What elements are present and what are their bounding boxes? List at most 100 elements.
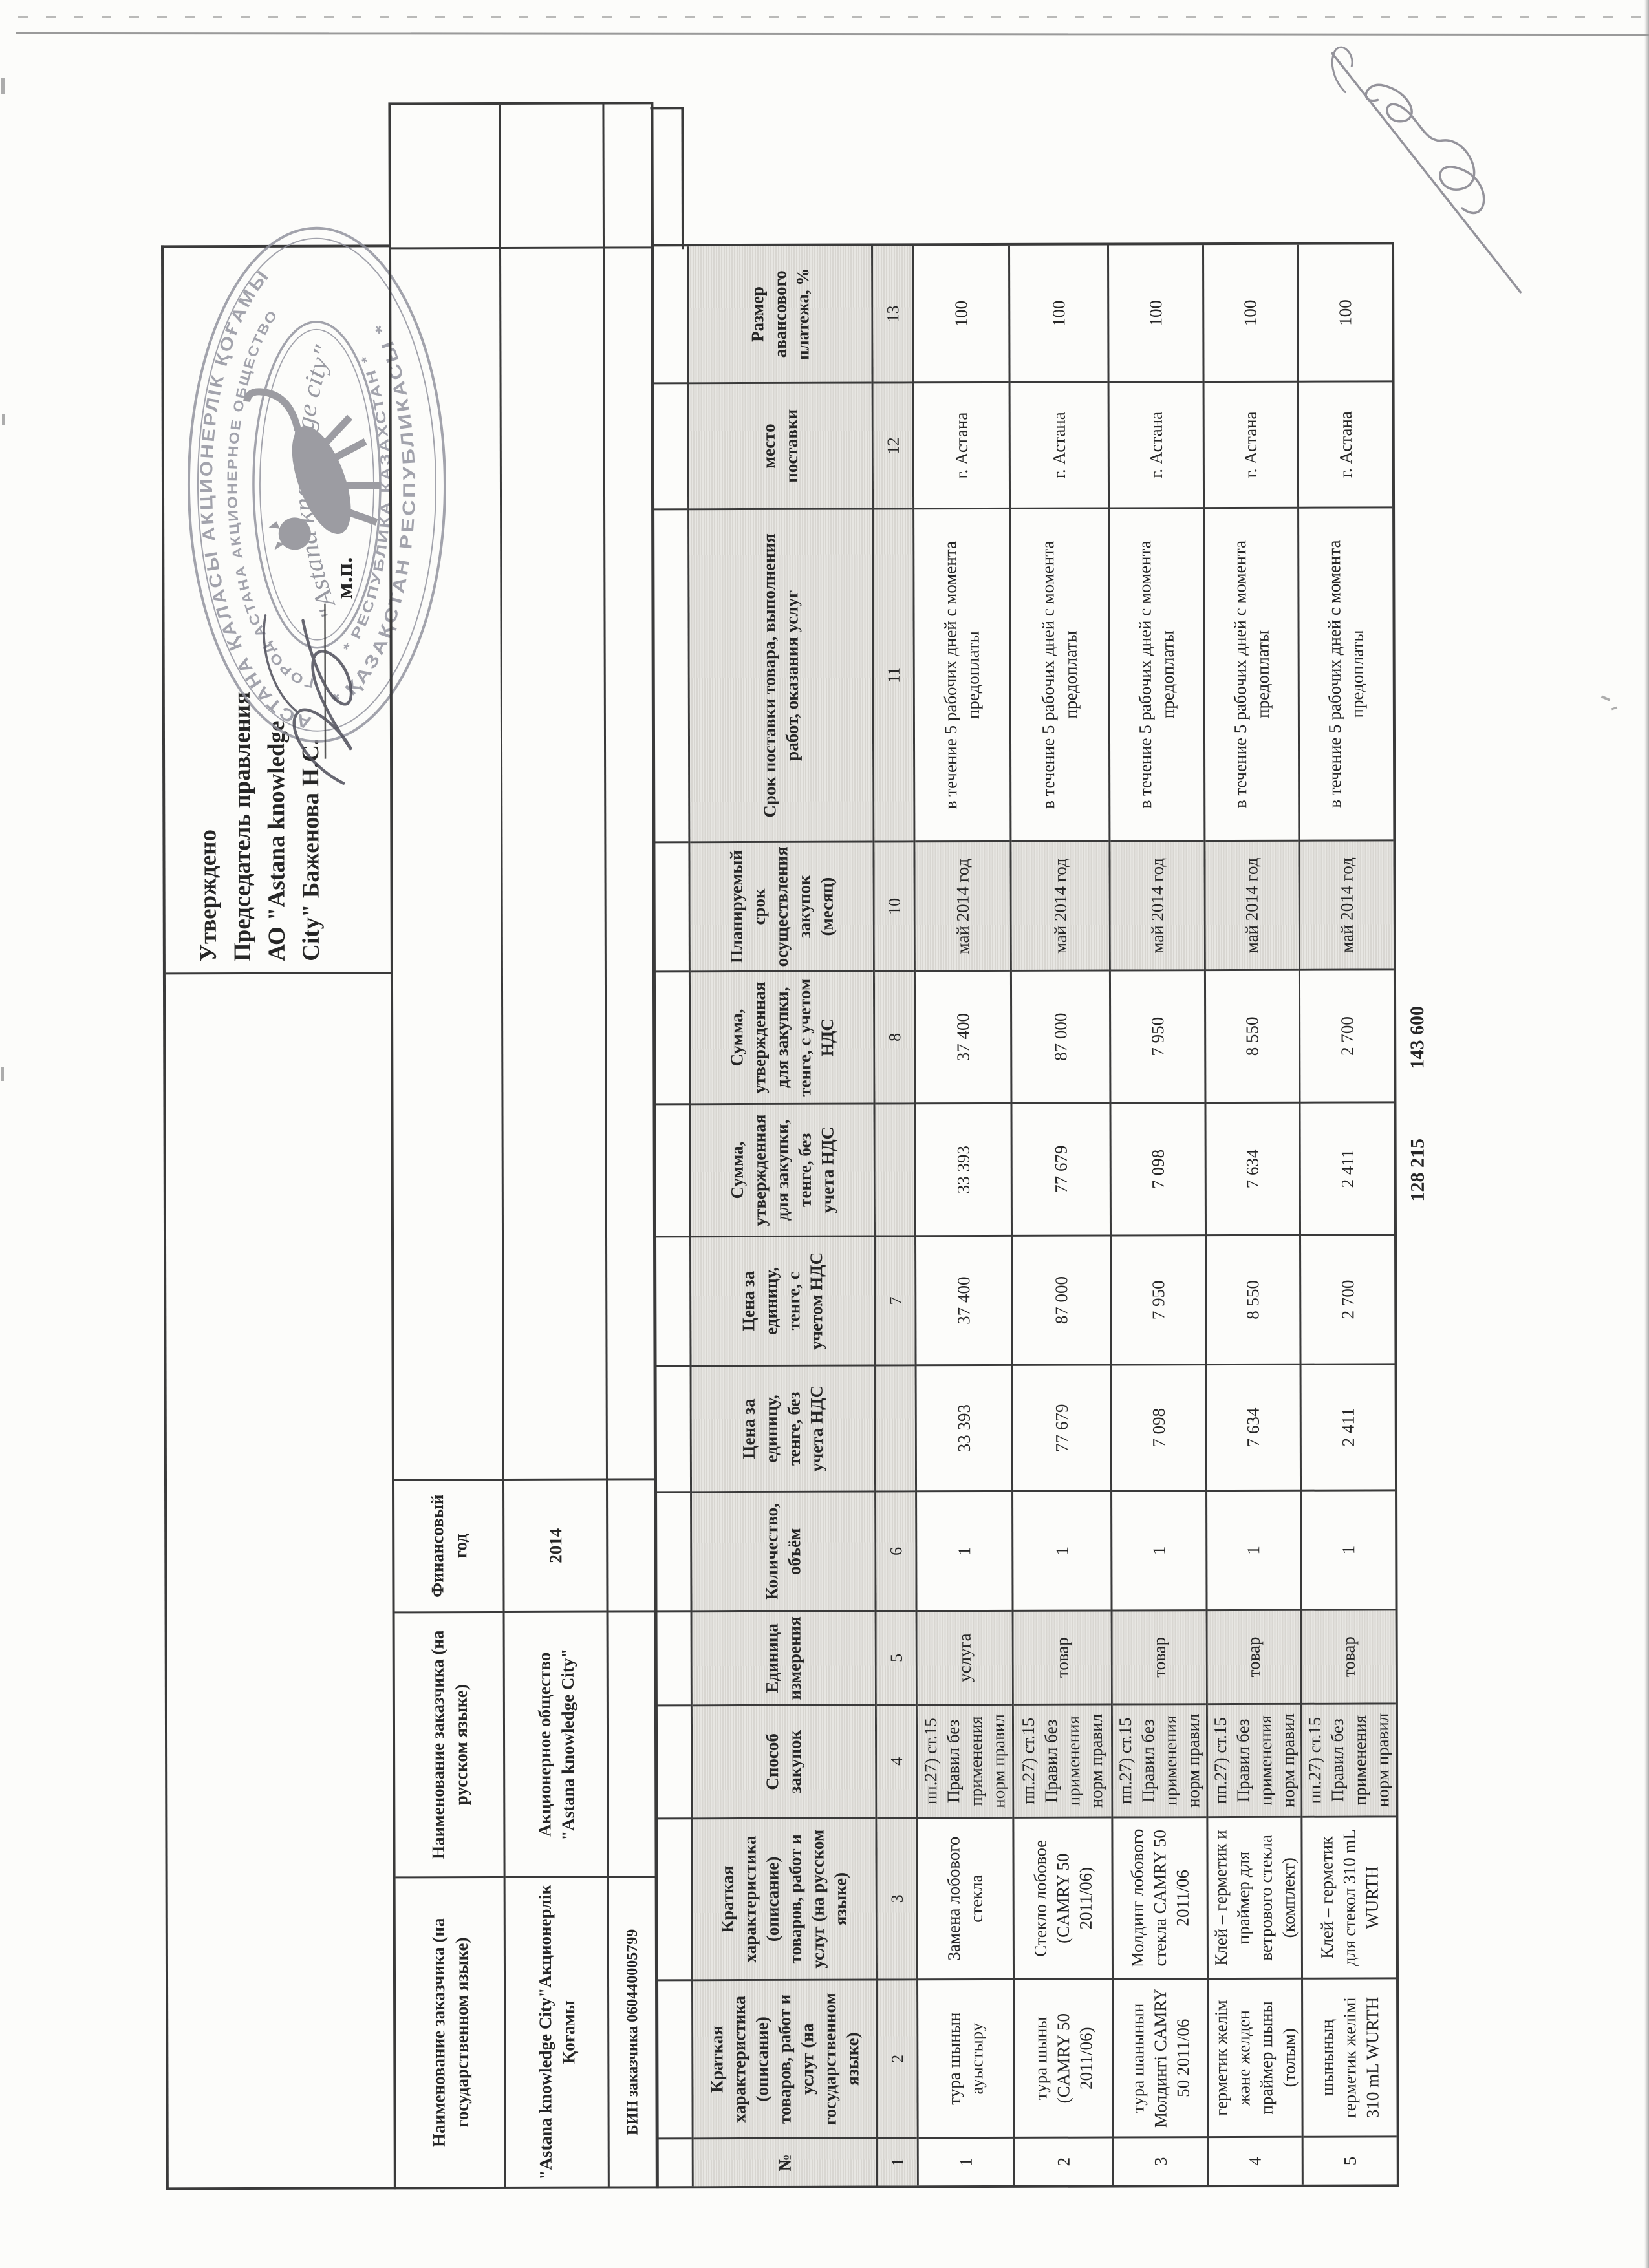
cell-term: май 2014 год	[1011, 840, 1109, 970]
cell-advance: 100	[1145, 300, 1165, 326]
cell-divider	[165, 972, 393, 975]
cell-desc-kazakh: герметик желім және желден праймер шыны …	[1209, 1977, 1302, 2137]
info-row-labels: Наименование заказчика (на государственн…	[391, 104, 506, 2187]
column-number-row: 1 2 3 4 5 6 7 8 10 11 12 13	[873, 246, 919, 2186]
cell-price-no-vat: 2 411	[1301, 1363, 1396, 1490]
col-header: Краткая характеристика (описание) товаро…	[693, 1978, 876, 2138]
scan-speck	[1, 78, 5, 94]
cell-sum-no-vat: 77 679	[1012, 1102, 1110, 1235]
value-fiscal-year: 2014	[504, 1478, 607, 1611]
col-no: 10	[874, 840, 914, 970]
cell-price-no-vat: 7 098	[1112, 1364, 1206, 1490]
scan-speck	[1, 1067, 4, 1081]
value-customer-russian: Акционерное общество "Astana knowledge C…	[504, 1610, 607, 1876]
cell-num: 5	[1303, 2135, 1397, 2185]
signature-ink	[263, 603, 353, 785]
col-no: 4	[876, 1704, 916, 1817]
cell-term: май 2014 год	[1110, 840, 1204, 970]
cell-delivery: в течение 5 рабочих дней с момента предо…	[1011, 507, 1109, 840]
info-row-bin: БИН заказчика 060440005799	[604, 104, 656, 2187]
cell-desc-kazakh: тура шыны (CAMRY 50 2011/06)	[1015, 1978, 1112, 2137]
cell-place: г. Астана	[1299, 380, 1393, 507]
cell-term: май 2014 год	[1205, 839, 1299, 970]
col-no: 8	[874, 970, 914, 1103]
cell-unit: товар	[1302, 1609, 1396, 1703]
col-no: 1	[878, 2137, 917, 2186]
cell-unit: товар	[1112, 1609, 1206, 1704]
table-row: 1 тура шынын ауыстыру Замена лобового ст…	[914, 245, 1015, 2186]
cell-place: г. Астана	[1010, 381, 1108, 508]
cell-unit: услуга	[917, 1609, 1012, 1704]
procurement-table: № Краткая характеристика (описание) това…	[650, 242, 1399, 2189]
col-no	[876, 1364, 916, 1491]
cell-advance: 100	[1240, 299, 1260, 326]
cell-price-no-vat: 7 634	[1207, 1363, 1300, 1490]
cell-sum-vat: 37 400	[915, 969, 1011, 1103]
cell-delivery: в течение 5 рабочих дней с момента предо…	[1205, 506, 1299, 840]
label-fiscal-year: Финансовый год	[394, 1478, 503, 1612]
col-header: Цена за единицу, тенге, с учетом НДС	[691, 1235, 874, 1365]
col-header: Краткая характеристика (описание) товаро…	[693, 1817, 876, 1980]
cell-desc-russian: Клей – герметик и праймер для ветрового …	[1208, 1815, 1302, 1978]
cell-method: пп.27) ст.15 Правил без применения норм …	[1112, 1703, 1207, 1817]
cell-desc-russian: Клей – герметик для стекол 310 mL WURTH	[1302, 1815, 1397, 1978]
scan-speck	[2, 414, 5, 425]
cell-sum-no-vat: 7 634	[1206, 1101, 1300, 1235]
empty-cell	[605, 246, 654, 1479]
seal-leopard-icon	[243, 388, 381, 550]
cell-desc-kazakh: шынының герметик желімі 310 mL WURTH	[1303, 1977, 1397, 2136]
cell-price-vat: 2 700	[1301, 1234, 1395, 1364]
cell-price-vat: 7 950	[1112, 1234, 1205, 1364]
cell-sum-vat: 87 000	[1011, 969, 1110, 1102]
customer-info-table: Наименование заказчика (на государственн…	[388, 102, 659, 2190]
col-header: Сумма, утвержденная для закупки, тенге, …	[691, 1102, 874, 1236]
col-no: 12	[873, 381, 913, 508]
cell-qty: 1	[1302, 1489, 1396, 1609]
cell-unit: товар	[1013, 1609, 1111, 1704]
cell-desc-russian: Замена лобового стекла	[918, 1816, 1013, 1979]
cell-sum-no-vat: 7 098	[1111, 1102, 1205, 1235]
cell-num: 2	[1015, 2136, 1112, 2185]
cell-method: пп.27) ст.15 Правил без применения норм …	[1207, 1702, 1301, 1817]
cell-sum-no-vat: 2 411	[1300, 1101, 1395, 1234]
cell-price-vat: 87 000	[1013, 1234, 1110, 1364]
cell-price-vat: 37 400	[916, 1234, 1011, 1365]
customer-bin: БИН заказчика 060440005799	[609, 1876, 656, 2187]
cell-sum-no-vat: 33 393	[916, 1102, 1011, 1236]
cell-sum-vat: 7 950	[1110, 969, 1205, 1102]
label-customer-russian: Наименование заказчика (на русском языке…	[394, 1610, 504, 1877]
cell-desc-kazakh: тура шанынын Молдингі CAMRY 50 2011/06	[1114, 1978, 1207, 2137]
col-header: Планируемый срок осуществления закупок (…	[690, 840, 873, 971]
header-row: № Краткая характеристика (описание) това…	[689, 246, 878, 2187]
cell-sum-vat: 8 550	[1205, 968, 1299, 1102]
cell-delivery: в течение 5 рабочих дней с момента предо…	[914, 507, 1010, 841]
table-row: 3 тура шанынын Молдингі CAMRY 50 2011/06…	[1108, 245, 1209, 2185]
table-row: 2 тура шыны (CAMRY 50 2011/06) Стекло ло…	[1010, 245, 1114, 2185]
cell-qty: 1	[917, 1490, 1012, 1610]
empty-cell	[501, 105, 603, 247]
table-row: 4 герметик желім және желден праймер шын…	[1203, 244, 1304, 2185]
col-header: Количество, объём	[692, 1490, 875, 1611]
spacer-stub-cell	[650, 107, 685, 250]
col-header: Размер авансового платежа, %	[689, 246, 872, 383]
cell-desc-russian: Молдинг лобового стекла CAMRY 50 2011/06	[1113, 1816, 1207, 1978]
cell-qty: 1	[1207, 1489, 1300, 1610]
col-no: 5	[876, 1610, 916, 1704]
col-no: 7	[876, 1235, 915, 1365]
col-header: Единица измерения	[692, 1610, 875, 1705]
cell-advance: 100	[1048, 300, 1068, 327]
cell-method: пп.27) ст.15 Правил без применения норм …	[1013, 1703, 1112, 1817]
cell-desc-kazakh: тура шынын ауыстыру	[918, 1978, 1013, 2137]
scan-edge-dashes	[18, 16, 1646, 18]
empty-cell	[501, 246, 606, 1479]
cell-method: пп.27) ст.15 Правил без применения норм …	[917, 1703, 1013, 1817]
col-no: 3	[877, 1817, 917, 1979]
empty-cell	[607, 1478, 655, 1611]
col-no: 6	[876, 1490, 916, 1610]
cell-num: 4	[1209, 2135, 1302, 2185]
col-header: Сумма, утвержденная для закупки, тенге, …	[690, 970, 874, 1104]
label-customer-kazakh: Наименование заказчика (на государственн…	[395, 1876, 504, 2187]
total-sum-without-vat: 128 215	[1406, 1138, 1428, 1202]
info-row-values: "Astana knowledge City"Акционерлік Қоғам…	[501, 104, 610, 2187]
